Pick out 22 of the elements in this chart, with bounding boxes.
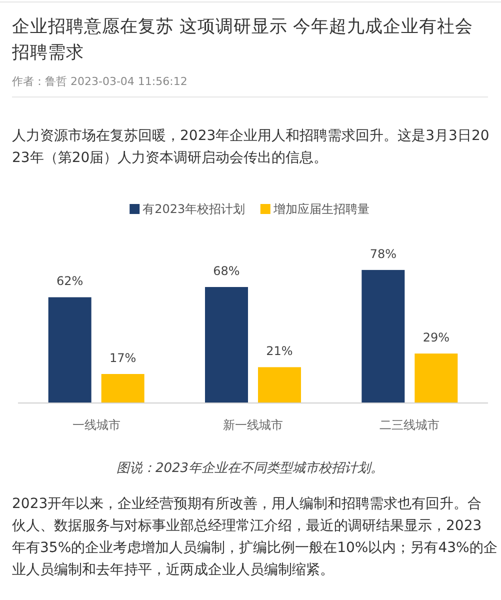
- text: 图说：2023年企业在不同类型城市校招计划。: [116, 461, 384, 476]
- text: 2023开年以来，企业经营预期有所改善，用人编制和招聘需求也有回升。合伙人、数据服务与对标事业部总经理常江介绍，最近的调研结果显示，2023年有35%的企业考虑增加人员编制，扩编比例一般在10%以内；另有43%的企业人员编制和去年持平，近两成企业人员编制缩紧。: [12, 495, 498, 578]
- bar: [258, 367, 301, 403]
- bar: [101, 374, 144, 403]
- bar: [205, 287, 248, 403]
- bar: [414, 354, 458, 403]
- legend-label: 有2023年校招计划: [142, 202, 246, 216]
- legend-label: 增加应届生招聘量: [272, 202, 370, 216]
- x-tick-label: 新一线城市: [223, 418, 283, 432]
- data-label: 21%: [266, 344, 293, 358]
- data-label: 17%: [109, 351, 136, 366]
- data-label: 68%: [213, 264, 240, 278]
- x-tick-label: 二三线城市: [380, 418, 440, 432]
- chart-title: 企业招聘意愿在复苏 这项调研显示 今年超九成企业有社会招聘需求: [11, 16, 474, 63]
- bar: [362, 270, 405, 403]
- x-tick-label: 一线城市: [72, 418, 120, 432]
- data-label: 62%: [56, 274, 84, 288]
- data-label: 78%: [370, 246, 397, 261]
- bar: [48, 297, 92, 403]
- text: 人力资源市场在复苏回暖，2023年企业用人和招聘需求回升。这是3月3日2023年（第20届）人力资本调研启动会传出的信息。: [12, 128, 490, 166]
- chart-subtitle: 作者：鲁哲 2023-03-04 11:56:12: [11, 75, 188, 88]
- data-label: 29%: [422, 330, 450, 345]
